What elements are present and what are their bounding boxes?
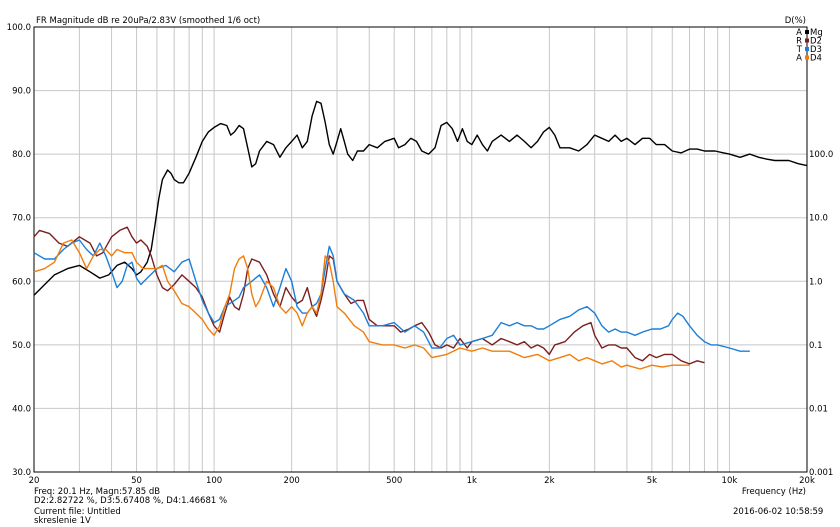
series-line-d4 (33, 239, 690, 370)
x-tick-label: 500 (386, 476, 402, 486)
x-tick-label: 2k (544, 476, 554, 486)
legend-side-letter: R (796, 37, 802, 47)
x-tick-label: 20k (799, 476, 815, 486)
current-file-label: Current file: Untitled (34, 507, 121, 517)
x-tick-label: 10k (722, 476, 738, 486)
legend-label-d3: D3 (810, 45, 822, 55)
y-tick-label-right: 1.0 (809, 277, 823, 287)
y-tick-label-right: 0.001 (809, 468, 833, 478)
y-tick-label-left: 60.0 (12, 277, 31, 287)
legend-swatch-d4 (805, 55, 809, 60)
timestamp: 2016-06-02 10:58:59 (733, 507, 824, 517)
cursor-frequency-readout: Freq: 20.1 Hz, Magn:57.85 dB (34, 487, 161, 497)
right-axis-title: D(%) (785, 16, 806, 26)
plot-frame (33, 26, 808, 473)
y-tick-label-right: 100.0 (809, 150, 833, 160)
legend-swatch-mg (805, 30, 809, 34)
legend-side-letter: A (796, 28, 802, 38)
grid (34, 27, 807, 472)
legend-side-letter: T (796, 45, 803, 55)
chart-title: FR Magnitude dB re 20uPa/2.83V (smoothed… (36, 16, 260, 26)
series-line-d3 (33, 239, 750, 352)
legend-label-d2: D2 (810, 37, 822, 47)
legend-label-d4: D4 (810, 54, 822, 64)
y-tick-label-right: 0.1 (809, 341, 823, 351)
measurement-name: skreslenie 1V (34, 516, 91, 526)
series-line-mg (33, 100, 808, 296)
x-tick-label: 50 (131, 476, 142, 486)
legend-swatch-d2 (805, 38, 809, 43)
y-tick-label-left: 100.0 (7, 23, 31, 33)
y-tick-label-right: 10.0 (809, 214, 828, 224)
axes-labels: 100.0 90.0 80.0 70.0 60.0 50.0 40.0 30.0 100.0 10… (7, 23, 834, 486)
y-tick-label-left: 40.0 (12, 404, 31, 414)
legend-label-mg: Mg (810, 28, 823, 38)
y-tick-label-right: 0.01 (809, 404, 828, 414)
legend-side-letter: A (796, 54, 802, 64)
y-tick-label-left: 70.0 (12, 214, 31, 224)
x-tick-label: 20 (29, 476, 40, 486)
y-tick-label-left: 50.0 (12, 341, 31, 351)
x-tick-label: 1k (467, 476, 477, 486)
x-tick-label: 100 (206, 476, 222, 486)
y-tick-label-left: 80.0 (12, 150, 31, 160)
x-tick-label: 5k (647, 476, 657, 486)
y-tick-label-left: 90.0 (12, 87, 31, 97)
x-tick-label: 200 (284, 476, 300, 486)
y-tick-label-left: 30.0 (12, 468, 31, 478)
x-axis-title: Frequency (Hz) (742, 487, 806, 497)
legend-swatch-d3 (805, 47, 809, 51)
cursor-distortion-readout: D2:2.82722 %, D3:5.67408 %, D4:1.46681 % (34, 496, 228, 506)
series-group (33, 100, 808, 370)
